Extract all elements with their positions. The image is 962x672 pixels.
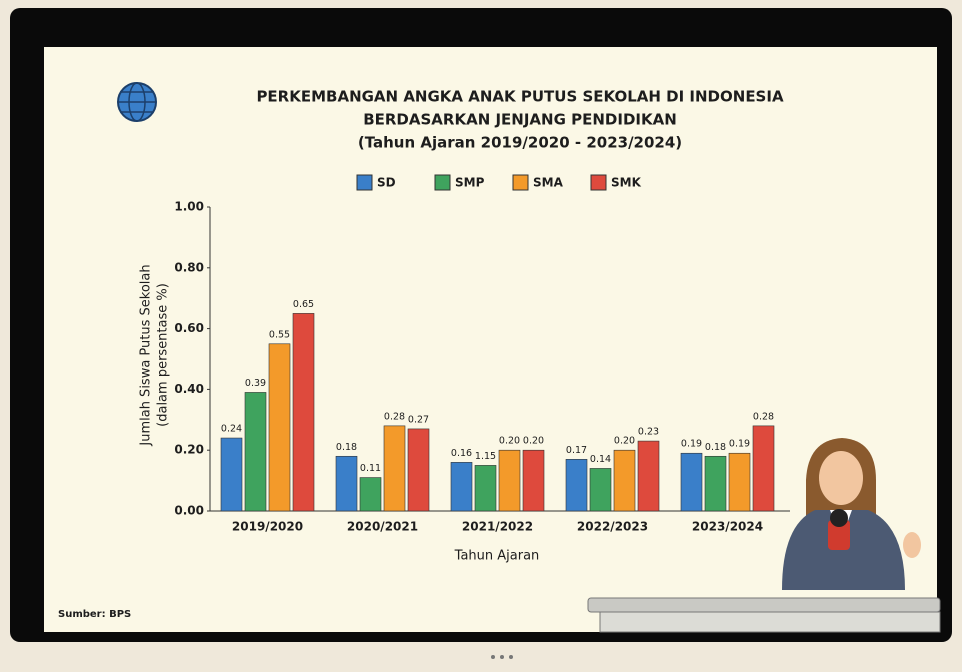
legend-label: SMP xyxy=(455,176,485,190)
y-axis-label: Jumlah Siswa Putus Sekolah xyxy=(139,264,154,446)
bar xyxy=(475,465,496,511)
value-label: 0.20 xyxy=(523,436,544,447)
value-label: 0.19 xyxy=(681,439,702,450)
value-label: 0.11 xyxy=(360,463,381,474)
bar xyxy=(681,453,702,511)
chart: Sumber: BPS PERKEMBANGAN ANGKA ANAK PUTU… xyxy=(0,0,962,668)
chart-title: BERDASARKAN JENJANG PENDIDIKAN xyxy=(363,111,677,129)
value-label: 0.55 xyxy=(269,329,290,340)
value-label: 0.19 xyxy=(729,439,750,450)
bar xyxy=(729,453,750,511)
bar xyxy=(614,450,635,511)
legend-swatch xyxy=(591,175,606,190)
value-label: 0.20 xyxy=(499,436,520,447)
x-tick-label: 2021/2022 xyxy=(462,520,533,534)
bar xyxy=(451,462,472,511)
x-tick-label: 2022/2023 xyxy=(577,520,648,534)
value-label: 0.27 xyxy=(408,414,429,425)
value-label: 0.65 xyxy=(293,299,314,310)
bar xyxy=(638,441,659,511)
value-label: 0.28 xyxy=(753,411,774,422)
legend-label: SMK xyxy=(611,176,642,190)
chart-title: PERKEMBANGAN ANGKA ANAK PUTUS SEKOLAH DI… xyxy=(256,88,784,106)
bar xyxy=(523,450,544,511)
value-label: 1.15 xyxy=(475,451,496,462)
y-tick-label: 0.40 xyxy=(174,382,204,396)
globe-icon xyxy=(118,83,156,121)
y-tick-label: 0.80 xyxy=(174,260,204,274)
chart-title: (Tahun Ajaran 2019/2020 - 2023/2024) xyxy=(358,134,682,152)
bar xyxy=(293,313,314,511)
value-label: 0.20 xyxy=(614,436,635,447)
x-axis-label: Tahun Ajaran xyxy=(454,549,540,564)
x-tick-label: 2020/2021 xyxy=(347,520,418,534)
bar xyxy=(245,392,266,511)
legend-label: SD xyxy=(377,176,396,190)
value-label: 0.18 xyxy=(705,442,726,453)
value-label: 0.28 xyxy=(384,411,405,422)
x-tick-label: 2019/2020 xyxy=(232,520,303,534)
bar xyxy=(566,459,587,511)
page: {"chart_data":{"type":"bar", "title":["P… xyxy=(0,0,962,672)
value-label: 0.18 xyxy=(336,442,357,453)
value-label: 0.39 xyxy=(245,378,266,389)
source: Sumber: BPS xyxy=(58,609,131,620)
dots xyxy=(491,655,513,659)
podium xyxy=(588,598,940,632)
value-label: 0.16 xyxy=(451,448,472,459)
value-label: 0.23 xyxy=(638,427,659,438)
y-tick-label: 0.20 xyxy=(174,443,204,457)
bar xyxy=(499,450,520,511)
legend-swatch xyxy=(357,175,372,190)
value-label: 0.14 xyxy=(590,454,611,465)
bar xyxy=(336,456,357,511)
bar xyxy=(590,468,611,511)
bar xyxy=(221,438,242,511)
value-label: 0.24 xyxy=(221,424,242,435)
legend-label: SMA xyxy=(533,176,564,190)
y-axis-label: (dalam persentase %) xyxy=(156,283,171,427)
y-tick-label: 0.00 xyxy=(174,504,204,518)
x-tick-label: 2023/2024 xyxy=(692,520,763,534)
legend-swatch xyxy=(435,175,450,190)
bar xyxy=(384,426,405,511)
bar xyxy=(753,426,774,511)
bar xyxy=(269,344,290,511)
y-tick-label: 1.00 xyxy=(174,200,204,214)
legend-swatch xyxy=(513,175,528,190)
bar xyxy=(705,456,726,511)
y-tick-label: 0.60 xyxy=(174,321,204,335)
bar xyxy=(360,478,381,511)
value-label: 0.17 xyxy=(566,445,587,456)
bar xyxy=(408,429,429,511)
